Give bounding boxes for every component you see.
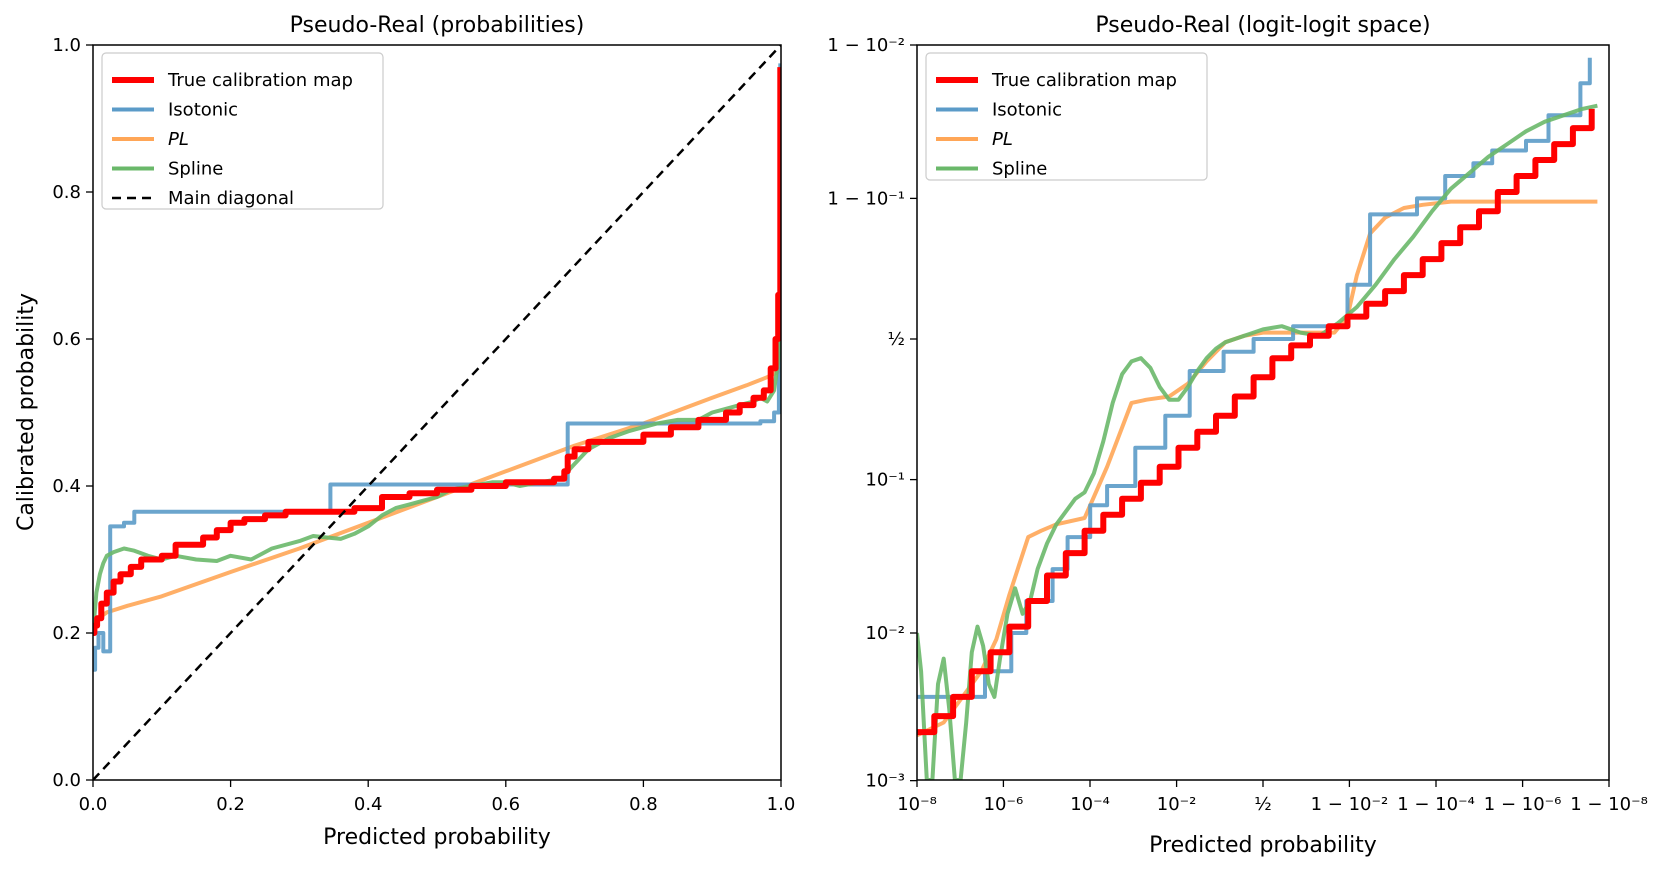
right-legend-label-pl: PL	[992, 129, 1013, 150]
left-x-tick-label-0: 0.0	[79, 794, 108, 815]
right-y-tick-label-2: 10⁻¹	[865, 470, 905, 491]
right-series-spline-line	[917, 103, 1598, 780]
left-x-tick-label-2: 0.4	[354, 794, 383, 815]
right-legend-label-true-calibration-map: True calibration map	[991, 70, 1177, 91]
right-chart: Pseudo-Real (logit-logit space) 10⁻⁸ 10⁻⁶…	[827, 13, 1647, 858]
right-y-tick-label-3: ½	[888, 329, 905, 350]
left-legend-box	[101, 52, 384, 210]
right-y-tick-label-1: 10⁻²	[865, 623, 905, 644]
left-plot-frame	[92, 44, 782, 781]
right-legend-label-spline: Spline	[992, 159, 1047, 180]
right-x-tick-label-3: 10⁻²	[1157, 794, 1197, 815]
right-x-tick-label-5: 1 − 10⁻²	[1311, 794, 1389, 815]
right-plot-area	[917, 57, 1598, 780]
right-x-axis-label: Predicted probability	[1149, 833, 1377, 858]
left-x-tick-label-1: 0.2	[216, 794, 245, 815]
left-y-tick-label-2: 0.4	[52, 476, 81, 497]
left-legend-label-isotonic: Isotonic	[168, 100, 238, 121]
left-legend-label-pl: PL	[168, 129, 189, 150]
right-x-tick-label-7: 1 − 10⁻⁶	[1484, 794, 1562, 815]
left-chart-title: Pseudo-Real (probabilities)	[290, 13, 585, 38]
left-x-tick-label-3: 0.6	[491, 794, 520, 815]
right-x-tick-label-4: ½	[1254, 794, 1271, 815]
left-legend-label-true-calibration-map: True calibration map	[167, 70, 353, 91]
left-legend-label-spline: Spline	[168, 159, 223, 180]
left-y-tick-label-1: 0.2	[52, 623, 81, 644]
right-y-tick-label-0: 10⁻³	[865, 771, 905, 792]
left-series-spline-line	[93, 228, 781, 634]
left-y-tick-label-5: 1.0	[52, 35, 81, 56]
left-plot-area	[93, 45, 781, 780]
right-legend-box	[925, 52, 1208, 181]
right-y-tick-label-4: 1 − 10⁻¹	[827, 188, 905, 209]
right-x-tick-label-0: 10⁻⁸	[897, 794, 937, 815]
right-series-pl-line	[917, 199, 1598, 738]
left-legend-label-main-diagonal: Main diagonal	[168, 188, 294, 209]
left-ticks: 0.0 0.2 0.4 0.6 0.8 1.0 0.0 0.2 0.4 0.6 0.8 1.0	[52, 35, 795, 815]
right-series-true-calibration-map-line	[917, 108, 1595, 736]
left-y-tick-label-3: 0.6	[52, 329, 81, 350]
right-x-tick-label-6: 1 − 10⁻⁴	[1397, 794, 1475, 815]
left-x-axis-label: Predicted probability	[323, 825, 551, 850]
right-chart-title: Pseudo-Real (logit-logit space)	[1095, 13, 1430, 38]
right-legend-label-isotonic: Isotonic	[992, 100, 1062, 121]
left-y-axis-label: Calibrated probability	[14, 293, 39, 531]
right-x-tick-label-8: 1 − 10⁻⁸	[1570, 794, 1648, 815]
left-series-true-calibration-map-line	[93, 67, 781, 636]
left-series-main-diagonal-line	[93, 45, 781, 780]
left-x-tick-label-5: 1.0	[767, 794, 796, 815]
left-legend: True calibration map Isotonic PL Spline Main…	[101, 52, 384, 210]
left-x-tick-label-4: 0.8	[629, 794, 658, 815]
right-ticks: 10⁻⁸ 10⁻⁶ 10⁻⁴ 10⁻² ½ 1 − 10⁻² 1 − 10⁻⁴ 1 − 10⁻…	[827, 35, 1647, 815]
left-chart: Pseudo-Real (probabilities) 0.0 0.2 0.4 0.6…	[14, 13, 795, 850]
left-y-tick-label-0: 0.0	[52, 770, 81, 791]
left-y-tick-label-4: 0.8	[52, 182, 81, 203]
right-x-tick-label-1: 10⁻⁶	[984, 794, 1024, 815]
right-y-tick-label-5: 1 − 10⁻²	[827, 35, 905, 56]
left-series-isotonic-line	[93, 63, 781, 672]
right-x-tick-label-2: 10⁻⁴	[1070, 794, 1110, 815]
right-legend: True calibration map Isotonic PL Spline	[925, 52, 1208, 181]
